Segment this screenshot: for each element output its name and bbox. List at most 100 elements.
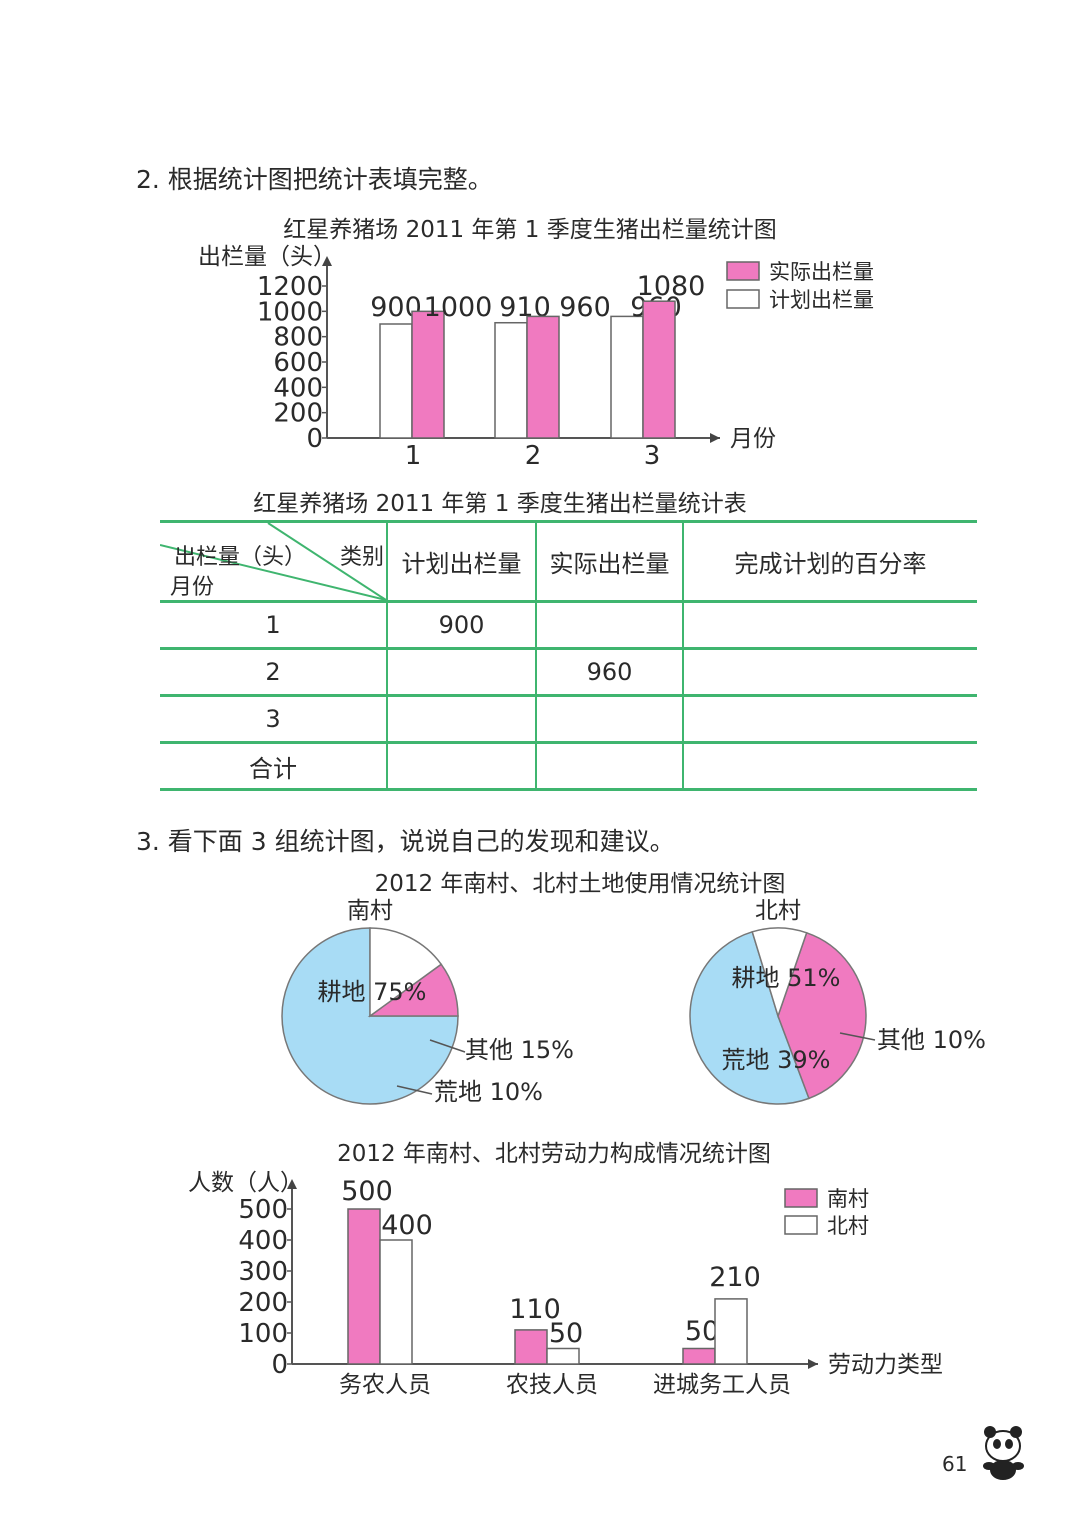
bar-value-label: 960 xyxy=(559,292,611,323)
y-tick-label: 1200 xyxy=(257,272,323,302)
cell-rate xyxy=(682,741,977,791)
x-axis-title: 月份 xyxy=(730,426,776,452)
bar-value-label: 50 xyxy=(549,1318,583,1349)
x-axis-arrow xyxy=(710,433,720,443)
cell-plan xyxy=(386,694,536,744)
y-tick-label: 1000 xyxy=(257,297,323,327)
y-tick-label: 500 xyxy=(238,1195,288,1225)
bar xyxy=(379,1239,413,1365)
legend-swatch xyxy=(726,261,760,281)
table-corner-header: 出栏量（头） 类别 月份 xyxy=(160,520,387,603)
corner-diagonal-lines xyxy=(160,523,386,600)
category-label: 3 xyxy=(644,441,661,471)
category-label: 2 xyxy=(525,441,542,471)
pie-slice-label: 耕地 75% xyxy=(318,978,427,1006)
category-label: 1 xyxy=(405,441,422,471)
legend-swatch xyxy=(784,1215,818,1235)
bar-value-label: 210 xyxy=(709,1262,761,1293)
cell-month: 合计 xyxy=(160,741,387,791)
cell-rate xyxy=(682,600,977,650)
bar xyxy=(411,310,445,439)
category-label: 进城务工人员 xyxy=(653,1372,791,1398)
y-axis-title: 人数（人） xyxy=(188,1170,303,1196)
bar-value-label: 1080 xyxy=(637,271,706,302)
y-tick-label: 0 xyxy=(306,424,323,454)
y-tick-label: 800 xyxy=(273,323,323,353)
bar-value-label: 500 xyxy=(341,1176,393,1207)
bar xyxy=(379,323,413,439)
header-plan: 计划出栏量 xyxy=(386,520,536,603)
x-axis-title: 劳动力类型 xyxy=(828,1352,943,1378)
bar xyxy=(546,1347,580,1365)
bar xyxy=(526,315,560,439)
q3-bar-title: 2012 年南村、北村劳动力构成情况统计图 xyxy=(337,1141,771,1167)
bar xyxy=(494,321,528,439)
pig-output-table: 出栏量（头） 类别 月份 计划出栏量 实际出栏量 完成计划的百分率 1 900 … xyxy=(160,520,977,791)
cell-rate xyxy=(682,647,977,697)
y-tick-label: 600 xyxy=(273,348,323,378)
q3-pie-title: 2012 年南村、北村土地使用情况统计图 xyxy=(374,871,786,897)
y-tick-label: 300 xyxy=(238,1257,288,1287)
y-tick-label: 400 xyxy=(238,1226,288,1256)
cell-month: 1 xyxy=(160,600,387,650)
bar xyxy=(514,1329,548,1365)
cell-actual xyxy=(535,600,683,650)
bar xyxy=(714,1298,748,1365)
y-axis-arrow xyxy=(287,1179,297,1189)
legend-label: 北村 xyxy=(827,1214,869,1238)
category-label: 务农人员 xyxy=(339,1372,431,1398)
y-axis-arrow xyxy=(322,256,332,266)
bar-value-label: 1000 xyxy=(424,292,493,323)
pie-leader-line xyxy=(396,1085,433,1095)
y-tick-label: 400 xyxy=(273,373,323,403)
pie-slice-label: 荒地 39% xyxy=(722,1046,831,1074)
x-axis-arrow xyxy=(808,1359,818,1369)
pie-leader-line xyxy=(839,1032,876,1041)
table-row: 3 xyxy=(160,694,977,744)
legend-label: 实际出栏量 xyxy=(769,260,874,284)
y-tick-label: 200 xyxy=(273,399,323,429)
cell-plan xyxy=(386,647,536,697)
cell-rate xyxy=(682,694,977,744)
table-row: 2 960 xyxy=(160,647,977,697)
pie-slice-label: 耕地 51% xyxy=(732,964,841,992)
legend-label: 计划出栏量 xyxy=(769,288,874,312)
pie-slice-label: 其他 15% xyxy=(465,1036,574,1064)
pie-slice xyxy=(777,931,867,1100)
y-axis-title: 出栏量（头） xyxy=(198,244,336,270)
legend-swatch xyxy=(726,289,760,309)
page-number: 61 xyxy=(942,1452,968,1476)
pie-village-name: 南村 xyxy=(347,898,393,924)
bar-value-label: 400 xyxy=(381,1210,433,1241)
bar-value-label: 50 xyxy=(685,1316,719,1347)
bar-value-label: 110 xyxy=(509,1294,561,1325)
corner-quantity-label: 出栏量（头） xyxy=(174,545,307,570)
cell-actual: 960 xyxy=(535,647,683,697)
pie-slice xyxy=(689,930,810,1105)
y-tick-label: 100 xyxy=(238,1319,288,1349)
header-actual: 实际出栏量 xyxy=(535,520,683,603)
table-row: 合计 xyxy=(160,741,977,791)
q3-instruction: 3. 看下面 3 组统计图，说说自己的发现和建议。 xyxy=(136,827,675,856)
cell-month: 3 xyxy=(160,694,387,744)
legend-swatch xyxy=(784,1188,818,1208)
bar xyxy=(347,1208,381,1365)
cell-plan xyxy=(386,741,536,791)
q2-table-title: 红星养猪场 2011 年第 1 季度生猪出栏量统计表 xyxy=(253,491,747,517)
header-rate: 完成计划的百分率 xyxy=(682,520,977,603)
cell-actual xyxy=(535,741,683,791)
corner-category-label: 类别 xyxy=(339,545,384,570)
bar xyxy=(642,300,676,439)
y-tick-label: 200 xyxy=(238,1288,288,1318)
pie-village-name: 北村 xyxy=(755,898,801,924)
pie-slice xyxy=(751,927,808,1019)
cell-month: 2 xyxy=(160,647,387,697)
legend-label: 南村 xyxy=(827,1187,869,1211)
pie-slice xyxy=(369,927,443,1018)
pie-leader-line xyxy=(429,1039,466,1053)
category-label: 农技人员 xyxy=(506,1372,598,1398)
